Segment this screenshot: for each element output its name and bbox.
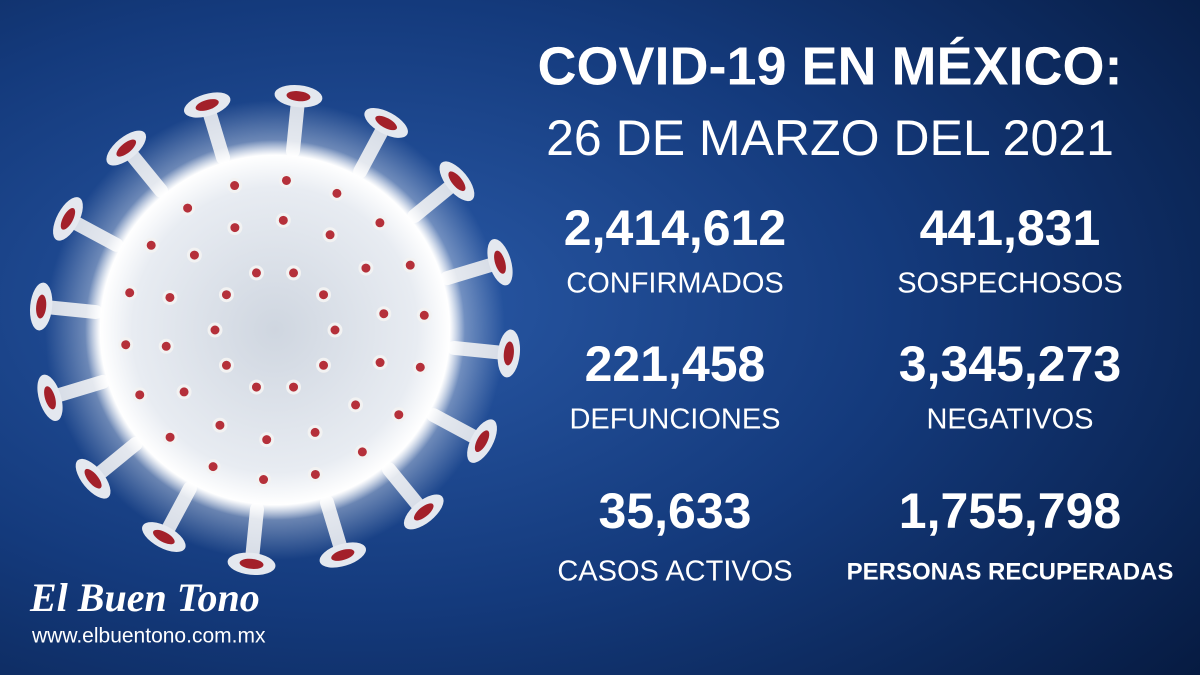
spike-tip xyxy=(60,208,76,230)
spike-tip xyxy=(286,91,311,102)
spike-tip xyxy=(448,171,466,192)
stat-label: PERSONAS RECUPERADAS xyxy=(847,558,1174,585)
stat-value: 3,345,273 xyxy=(899,336,1121,392)
surface-dot xyxy=(329,185,345,201)
stat-value: 441,831 xyxy=(920,200,1101,256)
stat-label: DEFUNCIONES xyxy=(569,404,780,436)
stats: 2,414,612 CONFIRMADOS 441,831 SOSPECHOSOS 22… xyxy=(557,200,1173,587)
spike-tip xyxy=(116,139,137,157)
surface-dot xyxy=(122,285,138,301)
surface-dot xyxy=(259,432,275,448)
surface-dot xyxy=(307,466,323,482)
sphere xyxy=(85,140,465,520)
surface-dot xyxy=(372,355,388,371)
surface-dot xyxy=(176,384,192,400)
surface-dot xyxy=(376,306,392,322)
stat-value: 35,633 xyxy=(599,483,752,539)
surface-dot xyxy=(207,322,223,338)
spike-tip xyxy=(375,115,397,131)
spike-tip xyxy=(36,294,47,319)
spike-tip xyxy=(44,386,56,410)
surface-dot xyxy=(143,237,159,253)
surface-dot xyxy=(205,459,221,475)
spike-tip xyxy=(503,341,514,366)
surface-dot xyxy=(132,387,148,403)
spike-tip xyxy=(239,558,264,569)
surface-dot xyxy=(227,178,243,194)
stat-label: SOSPECHOSOS xyxy=(897,268,1123,300)
surface-dot xyxy=(416,307,432,323)
surface-dot xyxy=(307,424,323,440)
stat-label: CONFIRMADOS xyxy=(566,268,784,300)
surface-dot xyxy=(248,379,264,395)
surface-dot xyxy=(162,289,178,305)
surface-dot xyxy=(316,357,332,373)
surface-dot xyxy=(248,265,264,281)
surface-dot xyxy=(412,359,428,375)
surface-dot xyxy=(186,247,202,263)
surface-dot xyxy=(402,257,418,273)
surface-dot xyxy=(327,322,343,338)
spike-tip xyxy=(331,549,355,561)
surface-dot xyxy=(372,215,388,231)
surface-dot xyxy=(275,212,291,228)
surface-dot xyxy=(180,200,196,216)
spike-tip xyxy=(474,430,490,452)
surface-dot xyxy=(212,417,228,433)
virus-illustration xyxy=(29,84,521,576)
surface-dot xyxy=(354,444,370,460)
surface-dot xyxy=(218,287,234,303)
surface-dot xyxy=(286,379,302,395)
stat-value: 2,414,612 xyxy=(564,200,786,256)
surface-dot xyxy=(348,397,364,413)
surface-dot xyxy=(322,227,338,243)
spike-tip xyxy=(413,503,434,521)
stat-value: 221,458 xyxy=(585,336,766,392)
spike-tip xyxy=(84,468,102,489)
surface-dot xyxy=(391,407,407,423)
surface-dot xyxy=(227,220,243,236)
date: 26 DE MARZO DEL 2021 xyxy=(546,110,1114,166)
surface-dot xyxy=(316,287,332,303)
surface-dot xyxy=(118,337,134,353)
stat-value: 1,755,798 xyxy=(899,483,1121,539)
spike-tip xyxy=(153,529,175,545)
surface-dot xyxy=(158,338,174,354)
spike-tip xyxy=(494,250,506,274)
title: COVID-19 EN MÉXICO: xyxy=(537,36,1122,96)
surface-dot xyxy=(162,429,178,445)
surface-dot xyxy=(358,260,374,276)
brand-name: El Buen Tono xyxy=(29,575,260,620)
surface-dot xyxy=(256,472,272,488)
spike-tip xyxy=(195,99,219,111)
surface-dot xyxy=(278,172,294,188)
stat-label: CASOS ACTIVOS xyxy=(557,556,792,588)
stat-label: NEGATIVOS xyxy=(926,404,1093,436)
brand-url: www.elbuentono.com.mx xyxy=(31,625,266,648)
surface-dot xyxy=(286,265,302,281)
surface-dot xyxy=(218,357,234,373)
